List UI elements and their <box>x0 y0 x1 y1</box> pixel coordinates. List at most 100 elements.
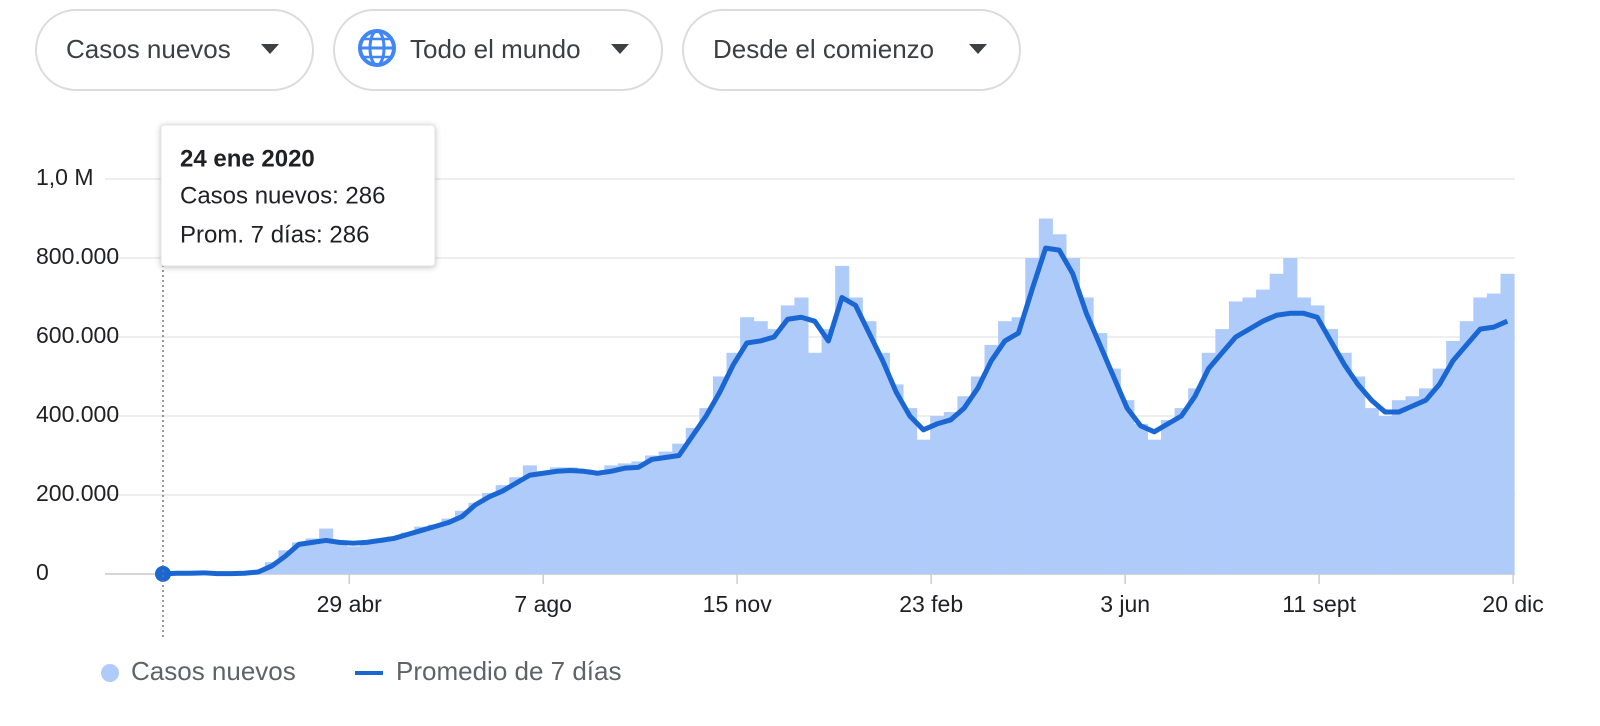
bar <box>1215 329 1229 574</box>
bar <box>1147 440 1161 574</box>
bar <box>808 353 822 574</box>
bar <box>319 529 333 574</box>
bar <box>1175 408 1189 574</box>
bar <box>1161 420 1175 574</box>
bar <box>1433 369 1447 574</box>
bar <box>373 538 387 574</box>
y-tick-label: 600.000 <box>36 322 119 348</box>
bar <box>944 412 958 574</box>
bar <box>1338 353 1352 574</box>
bar <box>1012 317 1026 574</box>
bar <box>957 396 971 574</box>
x-tick-label: 29 abr <box>317 591 383 617</box>
bar <box>781 305 795 574</box>
bar <box>387 536 401 574</box>
bar <box>740 317 754 574</box>
bar <box>1202 353 1216 574</box>
bar <box>1039 219 1053 575</box>
bar <box>428 525 442 574</box>
bar <box>971 377 985 575</box>
region-dropdown[interactable]: Todo el mundo <box>334 10 662 90</box>
bar <box>1351 377 1365 575</box>
bar <box>1378 416 1392 574</box>
bar <box>1283 258 1297 574</box>
bar <box>1107 369 1121 574</box>
dropdown-label[interactable]: Casos nuevos <box>66 34 231 64</box>
dropdown-label[interactable]: Desde el comienzo <box>713 34 934 64</box>
bar <box>360 542 374 574</box>
metric-dropdown[interactable]: Casos nuevos <box>36 10 313 90</box>
bar <box>482 493 496 574</box>
bar <box>849 298 863 575</box>
period-dropdown[interactable]: Desde el comienzo <box>683 10 1020 90</box>
x-tick-label: 11 sept <box>1282 591 1356 617</box>
x-tick-label: 23 feb <box>899 591 963 617</box>
bar <box>876 353 890 574</box>
bar <box>536 471 550 574</box>
bar <box>1080 298 1094 575</box>
bar <box>699 408 713 574</box>
bar <box>564 467 578 574</box>
bar <box>591 475 605 574</box>
bar <box>469 503 483 574</box>
bar <box>631 461 645 574</box>
bar <box>1324 329 1338 574</box>
bar <box>618 463 632 574</box>
bar <box>401 533 415 574</box>
legend-label: Promedio de 7 días <box>396 656 621 686</box>
bar <box>1446 341 1460 574</box>
bar <box>509 477 523 574</box>
legend-label: Casos nuevos <box>131 656 296 686</box>
bar <box>1066 258 1080 574</box>
bar <box>1256 290 1270 574</box>
tooltip-average: Prom. 7 días: 286 <box>180 221 369 248</box>
bar <box>1460 321 1474 574</box>
bar <box>889 384 903 574</box>
x-tick-label: 3 jun <box>1100 591 1150 617</box>
bar <box>1310 305 1324 574</box>
y-tick-label: 1,0 M <box>36 164 94 190</box>
bar <box>1243 298 1257 575</box>
bar <box>333 540 347 574</box>
y-tick-label: 400.000 <box>36 401 119 427</box>
x-tick-label: 7 ago <box>514 591 572 617</box>
x-tick-label: 20 dic <box>1482 591 1543 617</box>
bar <box>1392 400 1406 574</box>
bar <box>1365 408 1379 574</box>
bar <box>998 321 1012 574</box>
bar <box>1188 388 1202 574</box>
bar <box>1093 333 1107 574</box>
y-tick-label: 0 <box>36 559 49 585</box>
bar <box>1405 396 1419 574</box>
tooltip: 24 ene 2020 Casos nuevos: 286 Prom. 7 dí… <box>161 125 435 266</box>
bar <box>659 452 673 574</box>
bar <box>645 456 659 575</box>
hover-point <box>155 566 171 582</box>
bar <box>523 465 537 574</box>
legend: Casos nuevos Promedio de 7 días <box>101 656 621 686</box>
bar <box>822 329 836 574</box>
dropdown-label[interactable]: Todo el mundo <box>410 34 581 64</box>
bar <box>862 321 876 574</box>
bar <box>1052 234 1066 574</box>
bar <box>903 408 917 574</box>
bar <box>672 444 686 574</box>
bar <box>550 467 564 574</box>
bar <box>727 353 741 574</box>
bar <box>346 546 360 574</box>
bar <box>496 485 510 574</box>
bar <box>1487 294 1501 574</box>
bar <box>1473 298 1487 575</box>
tooltip-cases: Casos nuevos: 286 <box>180 182 385 209</box>
bar <box>1134 424 1148 574</box>
bar <box>985 345 999 574</box>
y-tick-label: 800.000 <box>36 243 119 269</box>
bar <box>604 465 618 574</box>
bar <box>794 298 808 575</box>
bar <box>441 519 455 574</box>
bar <box>1501 274 1515 574</box>
bar <box>686 428 700 574</box>
y-tick-label: 200.000 <box>36 480 119 506</box>
bar <box>930 416 944 574</box>
